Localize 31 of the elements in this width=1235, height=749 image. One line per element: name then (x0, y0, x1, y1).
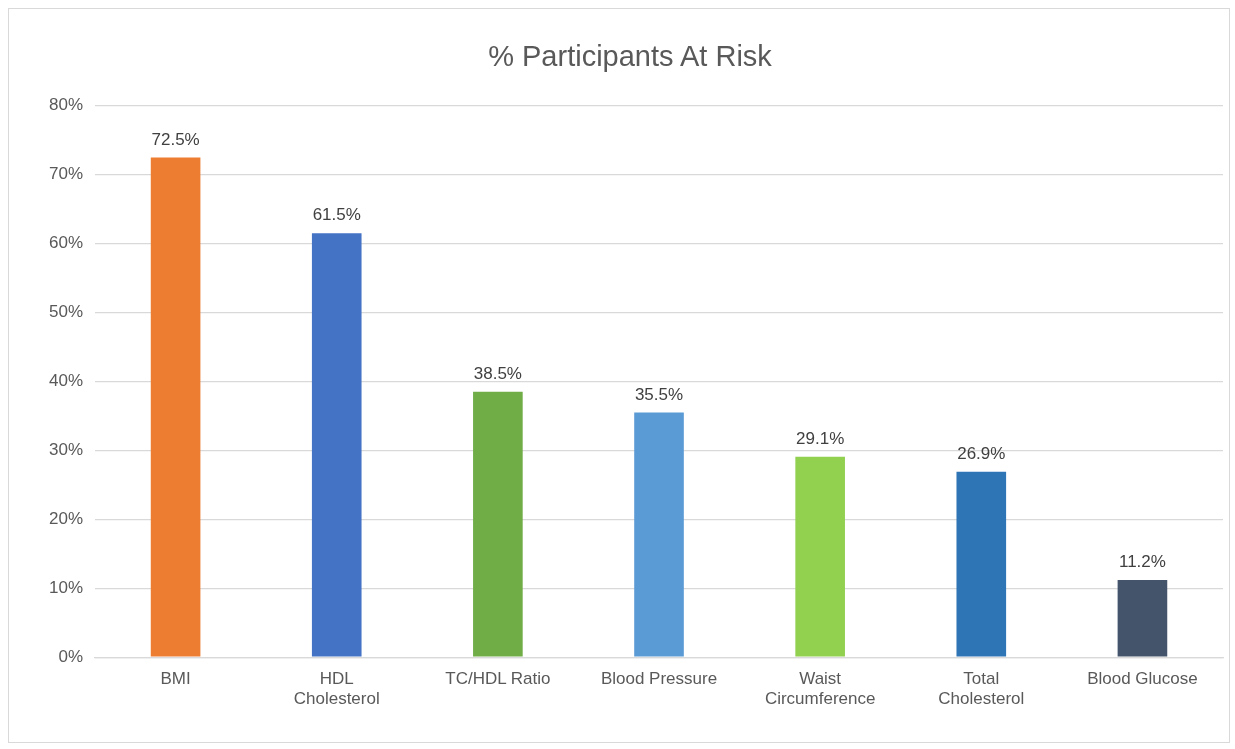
y-tick-label: 20% (48, 509, 84, 529)
y-tick-label: 60% (48, 233, 84, 253)
x-tick-label: Total Cholesterol (938, 669, 1025, 709)
data-label: 26.9% (957, 443, 1006, 463)
data-label: 11.2% (1118, 552, 1166, 572)
y-tick-label: 70% (48, 164, 84, 184)
y-tick-label: 50% (48, 302, 84, 322)
bar (473, 391, 523, 657)
y-tick-label: 80% (48, 95, 84, 115)
bar (150, 157, 201, 657)
y-tick-label: 30% (48, 440, 84, 460)
bar (634, 412, 684, 657)
x-tick-label: Blood Pressure (600, 669, 718, 689)
bar (1117, 580, 1168, 657)
data-label: 35.5% (634, 384, 684, 404)
y-tick-label: 10% (48, 577, 84, 597)
x-tick-label: BMI (160, 669, 191, 689)
x-tick-label: HDL Cholesterol (293, 669, 380, 709)
chart-title: % Participants At Risk (488, 40, 773, 73)
x-tick-label: Waist Circumference (764, 669, 876, 709)
bar (956, 471, 1007, 657)
bar (795, 456, 845, 657)
data-label: 72.5% (151, 129, 200, 149)
data-label: 38.5% (473, 364, 522, 384)
data-label: 61.5% (312, 205, 361, 225)
x-tick-label: Blood Glucose (1087, 669, 1198, 689)
bar (311, 233, 362, 657)
y-tick-label: 0% (58, 646, 84, 666)
x-tick-label: TC/HDL Ratio (445, 669, 551, 689)
y-tick-label: 40% (48, 371, 84, 391)
data-label: 29.1% (796, 428, 845, 448)
